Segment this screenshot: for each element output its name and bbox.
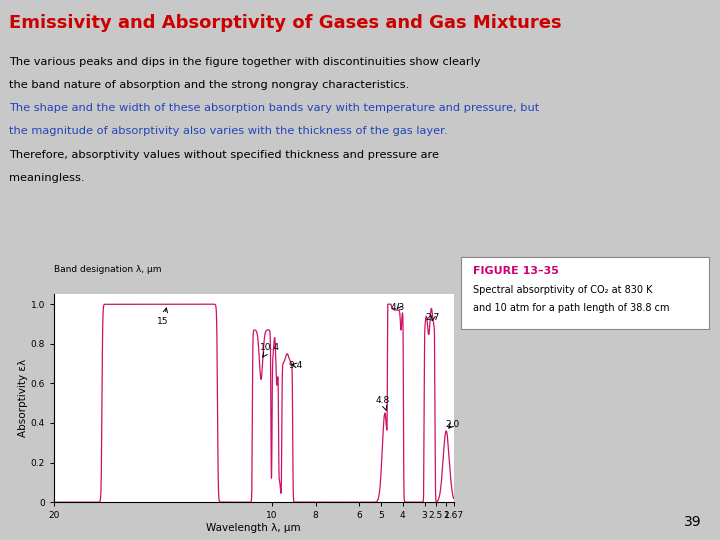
Text: meaningless.: meaningless. bbox=[9, 173, 85, 183]
Text: FIGURE 13–35: FIGURE 13–35 bbox=[473, 266, 559, 276]
Text: Emissivity and Absorptivity of Gases and Gas Mixtures: Emissivity and Absorptivity of Gases and… bbox=[9, 14, 562, 31]
Text: The various peaks and dips in the figure together with discontinuities show clea: The various peaks and dips in the figure… bbox=[9, 57, 481, 67]
Text: the magnitude of absorptivity also varies with the thickness of the gas layer.: the magnitude of absorptivity also varie… bbox=[9, 126, 448, 137]
Text: Spectral absorptivity of CO₂ at 830 K: Spectral absorptivity of CO₂ at 830 K bbox=[473, 285, 652, 295]
Text: 9.4: 9.4 bbox=[288, 361, 302, 369]
Text: 10.4: 10.4 bbox=[260, 343, 280, 357]
Text: the band nature of absorption and the strong nongray characteristics.: the band nature of absorption and the st… bbox=[9, 80, 413, 90]
Text: 4.3: 4.3 bbox=[391, 303, 405, 312]
Text: 4.8: 4.8 bbox=[376, 396, 390, 411]
Text: 2.7: 2.7 bbox=[426, 313, 440, 322]
X-axis label: Wavelength λ, μm: Wavelength λ, μm bbox=[207, 523, 301, 533]
Text: Band designation λ, μm: Band designation λ, μm bbox=[54, 265, 161, 273]
Text: The shape and the width of these absorption bands vary with temperature and pres: The shape and the width of these absorpt… bbox=[9, 103, 539, 113]
Text: 2.0: 2.0 bbox=[445, 420, 459, 429]
Y-axis label: Absorptivity ελ: Absorptivity ελ bbox=[18, 359, 28, 437]
Text: Therefore, absorptivity values without specified thickness and pressure are: Therefore, absorptivity values without s… bbox=[9, 150, 439, 160]
Text: 39: 39 bbox=[685, 515, 702, 529]
Text: 15: 15 bbox=[157, 308, 168, 326]
Text: and 10 atm for a path length of 38.8 cm: and 10 atm for a path length of 38.8 cm bbox=[473, 303, 670, 314]
